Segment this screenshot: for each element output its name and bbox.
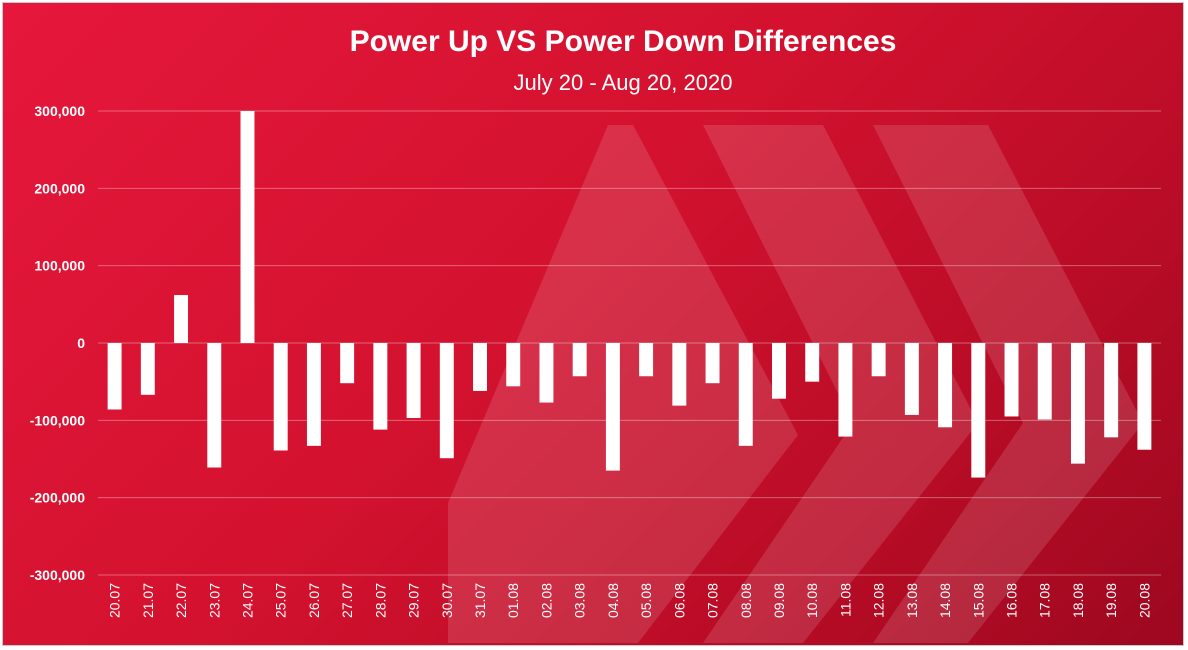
bar-20.07	[107, 343, 122, 410]
bar-08.08	[738, 343, 753, 446]
bar-03.08	[572, 343, 587, 377]
bar-22.07	[174, 295, 189, 343]
x-tick-label: 07.08	[705, 583, 721, 618]
y-tick-label: 100,000	[34, 258, 85, 274]
bar-01.08	[506, 343, 521, 387]
x-tick-label: 06.08	[671, 583, 687, 618]
x-tick-label: 14.08	[937, 583, 953, 618]
bar-21.07	[140, 343, 155, 395]
x-tick-label: 28.07	[372, 583, 388, 618]
x-tick-label: 31.07	[472, 583, 488, 618]
bar-07.08	[705, 343, 720, 384]
bars	[107, 111, 1152, 478]
bar-chart: 300,000 200,000 100,000 0 -100,000 -200,000 -3…	[30, 25, 1161, 643]
bar-27.07	[340, 343, 355, 384]
x-tick-label: 16.08	[1004, 583, 1020, 618]
y-axis-ticks: 300,000 200,000 100,000 0 -100,000 -200,000 -3…	[30, 103, 85, 583]
y-tick-label: -200,000	[30, 490, 85, 506]
bar-25.07	[273, 343, 288, 451]
x-tick-label: 23.07	[206, 583, 222, 618]
x-tick-label: 01.08	[505, 583, 521, 618]
bar-29.07	[406, 343, 421, 419]
x-tick-label: 08.08	[738, 583, 754, 618]
bar-19.08	[1104, 343, 1119, 438]
bar-10.08	[805, 343, 820, 382]
x-tick-label: 12.08	[871, 583, 887, 618]
y-tick-label: -300,000	[30, 567, 85, 583]
bar-14.08	[938, 343, 953, 428]
bar-30.07	[439, 343, 454, 459]
chart-subtitle: July 20 - Aug 20, 2020	[514, 70, 733, 95]
x-tick-label: 17.08	[1037, 583, 1053, 618]
bar-13.08	[904, 343, 919, 415]
bar-06.08	[672, 343, 687, 406]
x-tick-label: 22.07	[173, 583, 189, 618]
x-tick-label: 27.07	[339, 583, 355, 618]
y-tick-label: 200,000	[34, 180, 85, 196]
bar-20.08	[1137, 343, 1152, 450]
x-tick-label: 03.08	[572, 583, 588, 618]
x-tick-label: 15.08	[970, 583, 986, 618]
x-tick-label: 18.08	[1070, 583, 1086, 618]
bar-04.08	[605, 343, 620, 471]
x-tick-label: 05.08	[638, 583, 654, 618]
x-tick-label: 13.08	[904, 583, 920, 618]
x-tick-label: 26.07	[306, 583, 322, 618]
x-tick-label: 21.07	[140, 583, 156, 618]
bar-17.08	[1037, 343, 1052, 420]
x-tick-label: 29.07	[406, 583, 422, 618]
y-tick-label: -100,000	[30, 412, 85, 428]
y-tick-label: 300,000	[34, 103, 85, 119]
x-tick-label: 19.08	[1103, 583, 1119, 618]
x-tick-label: 11.08	[837, 583, 853, 617]
x-tick-label: 20.08	[1136, 583, 1152, 618]
bar-26.07	[306, 343, 321, 446]
x-tick-label: 24.07	[239, 583, 255, 618]
bar-02.08	[539, 343, 554, 403]
x-tick-label: 25.07	[273, 583, 289, 618]
bar-18.08	[1070, 343, 1085, 464]
bar-12.08	[871, 343, 886, 377]
x-tick-label: 09.08	[771, 583, 787, 618]
bar-24.07	[240, 111, 255, 343]
bar-16.08	[1004, 343, 1019, 417]
y-tick-label: 0	[77, 335, 85, 351]
bar-09.08	[772, 343, 786, 399]
bar-11.08	[838, 343, 853, 437]
bar-31.07	[473, 343, 487, 391]
bar-28.07	[373, 343, 388, 430]
bar-23.07	[207, 343, 222, 468]
x-tick-label: 10.08	[804, 583, 820, 618]
x-tick-label: 04.08	[605, 583, 621, 618]
x-tick-label: 20.07	[107, 583, 123, 618]
chart-title: Power Up VS Power Down Differences	[350, 25, 897, 58]
logo-chevron-left	[448, 125, 798, 643]
bar-15.08	[971, 343, 986, 478]
x-axis-ticks: 20.07 21.07 22.07 23.07 24.07 25.07 26.07 27.07…	[107, 583, 1153, 618]
bar-05.08	[639, 343, 654, 377]
x-tick-label: 02.08	[538, 583, 554, 618]
x-tick-label: 30.07	[439, 583, 455, 618]
